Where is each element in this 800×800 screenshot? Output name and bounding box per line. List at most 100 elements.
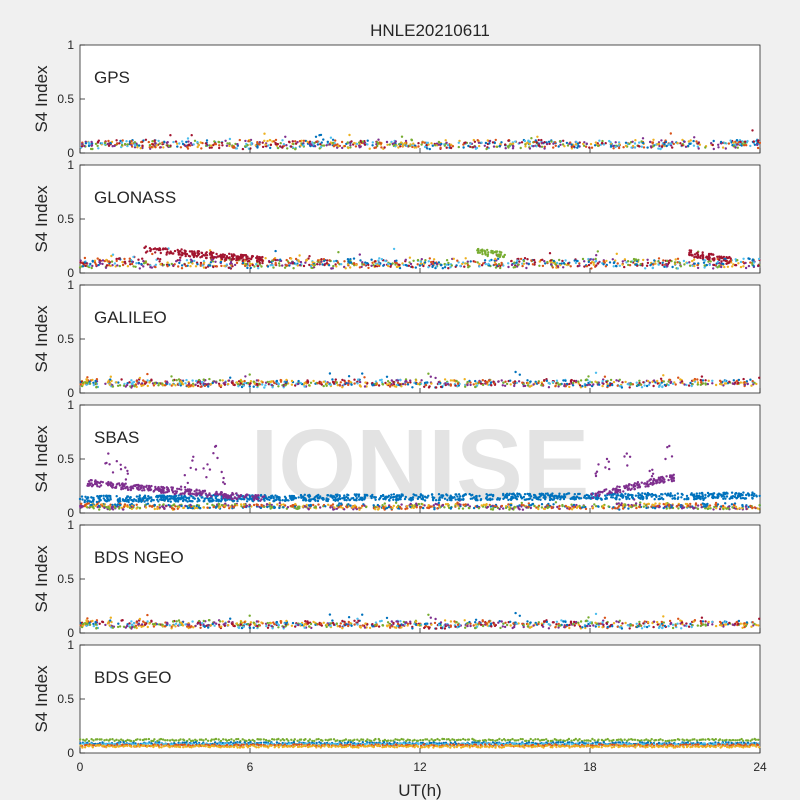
data-point bbox=[474, 385, 477, 389]
data-point bbox=[94, 142, 98, 146]
data-point bbox=[395, 506, 399, 509]
data-point bbox=[169, 134, 172, 137]
data-point bbox=[683, 263, 686, 266]
data-point bbox=[734, 381, 737, 384]
data-point bbox=[663, 505, 667, 508]
data-point bbox=[547, 381, 550, 385]
data-point bbox=[294, 140, 297, 143]
data-point bbox=[674, 258, 677, 261]
data-point bbox=[351, 505, 355, 509]
data-point bbox=[563, 145, 566, 148]
data-point bbox=[752, 264, 755, 267]
data-point bbox=[724, 147, 727, 150]
data-point bbox=[283, 266, 287, 269]
data-point bbox=[127, 498, 130, 502]
data-point bbox=[154, 251, 157, 254]
data-point bbox=[510, 259, 513, 263]
data-point bbox=[641, 264, 644, 267]
data-point bbox=[489, 381, 493, 384]
data-point bbox=[518, 373, 521, 376]
data-point bbox=[237, 385, 240, 388]
data-point bbox=[630, 505, 633, 509]
data-point bbox=[719, 380, 723, 383]
data-point bbox=[640, 386, 644, 389]
data-point bbox=[679, 142, 682, 145]
data-point bbox=[281, 499, 284, 502]
data-point bbox=[320, 258, 323, 261]
data-point bbox=[355, 493, 358, 496]
data-point bbox=[661, 385, 664, 388]
data-point bbox=[478, 251, 482, 254]
data-point bbox=[534, 495, 537, 498]
data-point bbox=[549, 259, 553, 262]
data-point bbox=[215, 252, 218, 256]
data-point bbox=[220, 258, 224, 261]
data-point bbox=[421, 141, 424, 144]
data-point bbox=[652, 263, 655, 266]
data-point bbox=[494, 504, 497, 508]
data-point bbox=[115, 139, 118, 142]
data-point bbox=[341, 146, 344, 150]
data-point bbox=[627, 263, 630, 267]
data-point bbox=[115, 259, 118, 263]
data-point bbox=[140, 384, 143, 388]
data-point bbox=[80, 145, 84, 148]
data-point bbox=[233, 263, 237, 267]
data-point bbox=[589, 258, 592, 261]
data-point bbox=[611, 258, 614, 261]
data-point bbox=[213, 380, 216, 383]
data-point bbox=[747, 264, 751, 268]
data-point bbox=[662, 259, 665, 262]
data-point bbox=[182, 506, 186, 509]
panel-label: GLONASS bbox=[94, 188, 176, 207]
data-point bbox=[599, 497, 602, 500]
data-point bbox=[221, 144, 224, 147]
data-point bbox=[524, 145, 527, 148]
data-point bbox=[514, 370, 517, 374]
data-point bbox=[171, 497, 175, 500]
data-point bbox=[652, 145, 655, 148]
data-point bbox=[223, 504, 226, 507]
data-point bbox=[414, 266, 417, 269]
data-point bbox=[93, 261, 97, 264]
data-point bbox=[554, 385, 557, 388]
data-point bbox=[717, 495, 720, 498]
data-point bbox=[692, 139, 695, 143]
data-point bbox=[118, 264, 122, 268]
data-point bbox=[368, 147, 371, 150]
data-point bbox=[84, 142, 88, 145]
data-point bbox=[477, 141, 481, 144]
data-point bbox=[142, 265, 145, 268]
data-point bbox=[720, 255, 723, 259]
data-point bbox=[89, 147, 93, 151]
data-point bbox=[549, 494, 552, 498]
data-point bbox=[449, 266, 452, 269]
data-point bbox=[645, 264, 649, 267]
data-point bbox=[424, 259, 427, 262]
data-point bbox=[511, 507, 514, 510]
data-point bbox=[478, 494, 481, 498]
data-point bbox=[598, 260, 601, 264]
data-point bbox=[575, 140, 578, 144]
data-point bbox=[193, 259, 196, 263]
data-point bbox=[449, 146, 453, 150]
data-point bbox=[382, 264, 385, 267]
data-point bbox=[573, 498, 576, 501]
data-point bbox=[462, 498, 465, 501]
data-point bbox=[404, 380, 407, 383]
data-point bbox=[696, 266, 700, 270]
data-point bbox=[200, 251, 204, 255]
data-point bbox=[319, 506, 322, 509]
data-point bbox=[93, 259, 97, 262]
data-point bbox=[261, 383, 264, 386]
data-point bbox=[130, 139, 133, 143]
data-point bbox=[168, 494, 171, 498]
data-point bbox=[125, 497, 128, 500]
data-point bbox=[162, 494, 166, 497]
data-point bbox=[146, 502, 150, 505]
data-point bbox=[635, 263, 638, 266]
data-point bbox=[381, 383, 385, 386]
data-point bbox=[294, 257, 298, 261]
data-point bbox=[403, 497, 407, 501]
data-point bbox=[404, 258, 407, 261]
